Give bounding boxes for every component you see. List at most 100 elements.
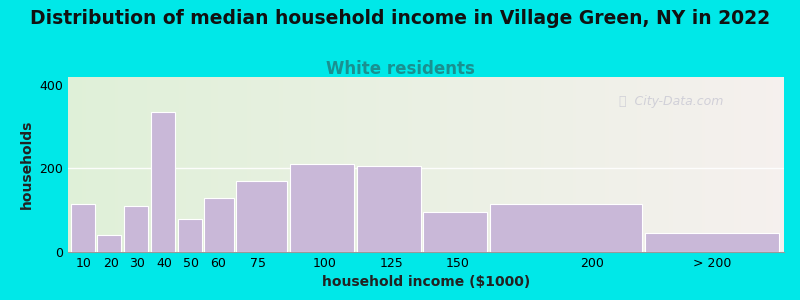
- Bar: [498, 76, 501, 252]
- Bar: [466, 76, 469, 252]
- Bar: [294, 76, 297, 252]
- Bar: [297, 76, 301, 252]
- Bar: [354, 76, 358, 252]
- Bar: [70, 204, 94, 252]
- Bar: [412, 76, 415, 252]
- Bar: [562, 76, 566, 252]
- Bar: [454, 76, 458, 252]
- Bar: [469, 76, 473, 252]
- Bar: [362, 76, 365, 252]
- Bar: [151, 112, 175, 252]
- Bar: [386, 76, 390, 252]
- Bar: [150, 76, 154, 252]
- Bar: [487, 76, 490, 252]
- Bar: [706, 76, 709, 252]
- Bar: [204, 198, 234, 252]
- Bar: [551, 76, 555, 252]
- Bar: [175, 76, 179, 252]
- Bar: [501, 76, 505, 252]
- Bar: [712, 76, 716, 252]
- Bar: [655, 76, 658, 252]
- Bar: [605, 76, 609, 252]
- Bar: [290, 164, 354, 252]
- Bar: [114, 76, 118, 252]
- Bar: [104, 76, 107, 252]
- Bar: [351, 76, 354, 252]
- Bar: [247, 76, 250, 252]
- Bar: [197, 76, 201, 252]
- Bar: [462, 76, 466, 252]
- Bar: [168, 76, 172, 252]
- Bar: [118, 76, 122, 252]
- Bar: [430, 76, 433, 252]
- Bar: [304, 76, 308, 252]
- Bar: [383, 76, 386, 252]
- Bar: [437, 76, 440, 252]
- Bar: [301, 76, 304, 252]
- Text: Distribution of median household income in Village Green, NY in 2022: Distribution of median household income …: [30, 9, 770, 28]
- Bar: [458, 76, 462, 252]
- Bar: [419, 76, 422, 252]
- Bar: [726, 76, 730, 252]
- Bar: [265, 76, 269, 252]
- Bar: [143, 76, 146, 252]
- Bar: [126, 76, 129, 252]
- Bar: [357, 166, 421, 252]
- Bar: [98, 235, 122, 252]
- Bar: [211, 76, 214, 252]
- Bar: [344, 76, 347, 252]
- Bar: [709, 76, 713, 252]
- Bar: [702, 76, 706, 252]
- Bar: [186, 76, 190, 252]
- Bar: [315, 76, 318, 252]
- Bar: [483, 76, 487, 252]
- Bar: [233, 76, 236, 252]
- Bar: [576, 76, 580, 252]
- Bar: [522, 76, 526, 252]
- Bar: [530, 76, 534, 252]
- Bar: [337, 76, 340, 252]
- Bar: [570, 76, 573, 252]
- Bar: [770, 76, 774, 252]
- Bar: [165, 76, 168, 252]
- Bar: [741, 76, 745, 252]
- Bar: [541, 76, 544, 252]
- Bar: [648, 76, 651, 252]
- Bar: [583, 76, 587, 252]
- Bar: [240, 76, 243, 252]
- Bar: [194, 76, 197, 252]
- Bar: [78, 76, 82, 252]
- Bar: [282, 76, 286, 252]
- Bar: [423, 212, 487, 252]
- Bar: [515, 76, 519, 252]
- Bar: [677, 76, 680, 252]
- Bar: [394, 76, 398, 252]
- Bar: [97, 76, 100, 252]
- Bar: [433, 76, 437, 252]
- Bar: [124, 206, 148, 252]
- Bar: [626, 76, 630, 252]
- Bar: [290, 76, 294, 252]
- Bar: [158, 76, 161, 252]
- Bar: [179, 76, 182, 252]
- Bar: [555, 76, 558, 252]
- Bar: [218, 76, 222, 252]
- Bar: [548, 76, 551, 252]
- Bar: [781, 76, 784, 252]
- Bar: [594, 76, 598, 252]
- Bar: [534, 76, 537, 252]
- Bar: [662, 76, 666, 252]
- Bar: [111, 76, 114, 252]
- Bar: [190, 76, 194, 252]
- Bar: [93, 76, 97, 252]
- Bar: [680, 76, 684, 252]
- Bar: [777, 76, 781, 252]
- Bar: [566, 76, 569, 252]
- Bar: [229, 76, 233, 252]
- Bar: [440, 76, 444, 252]
- Bar: [262, 76, 265, 252]
- Y-axis label: households: households: [20, 120, 34, 209]
- Bar: [272, 76, 276, 252]
- Bar: [537, 76, 541, 252]
- Bar: [330, 76, 333, 252]
